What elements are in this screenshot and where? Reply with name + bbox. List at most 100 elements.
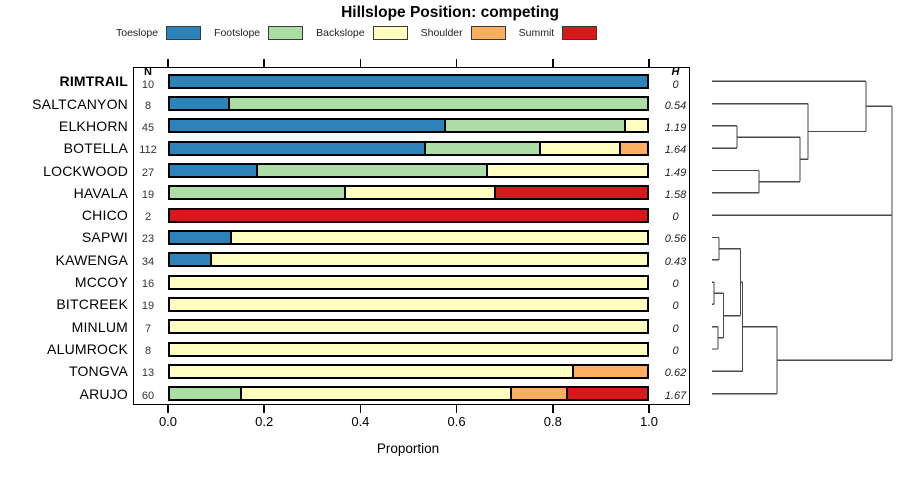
bar-segment-toeslope (170, 231, 232, 243)
bar-segment-summit (496, 187, 647, 199)
bar-segment-footslope (425, 142, 541, 154)
bar-segment-toeslope (170, 75, 647, 87)
bar-segment-shoulder (573, 365, 647, 377)
stacked-bar (168, 207, 649, 223)
bar-segment-toeslope (170, 165, 259, 177)
axis-tick-bottom (455, 405, 458, 413)
series-label: BITCREEK (56, 296, 128, 313)
tick-label: 0.2 (255, 414, 274, 429)
series-label: MCCOY (74, 274, 128, 291)
bar-segment-backslope (170, 276, 647, 288)
bar-segment-shoulder (512, 388, 568, 400)
legend-item: Summit (519, 26, 598, 40)
h-value: 0 (672, 300, 679, 313)
h-value: 1.49 (664, 166, 687, 179)
axis-tick-bottom (552, 405, 554, 413)
n-value: 13 (141, 367, 155, 380)
legend-item: Backslope (316, 26, 408, 40)
n-value: 10 (141, 78, 155, 91)
axis-tick-top (263, 59, 265, 67)
h-value: 0 (672, 345, 679, 358)
axis-tick-top (455, 59, 458, 67)
summit-swatch (562, 26, 598, 40)
axis-tick-bottom (167, 405, 169, 413)
legend-label: Summit (518, 27, 555, 39)
dendrogram (712, 80, 893, 395)
bar-segment-backslope (626, 120, 647, 132)
legend-item: Footslope (214, 26, 304, 40)
tick-label: 0.4 (351, 414, 370, 429)
series-label: ELKHORN (58, 117, 128, 134)
bar-segment-backslope (170, 321, 647, 333)
bar-segment-backslope (241, 388, 512, 400)
bar-segment-shoulder (621, 142, 647, 154)
series-label: HAVALA (73, 184, 128, 201)
legend-label: Backslope (316, 27, 365, 39)
bar-segment-footslope (229, 98, 647, 110)
bar-segment-toeslope (170, 98, 230, 110)
axis-tick-top (552, 59, 554, 67)
n-value: 8 (144, 99, 152, 112)
bar-segment-summit (567, 388, 647, 400)
h-value: 1.67 (664, 389, 687, 402)
h-value: 0 (672, 78, 679, 91)
stacked-bar (168, 274, 649, 290)
series-label: ALUMROCK (47, 341, 128, 358)
h-value: 0.43 (664, 255, 687, 268)
bar-segment-backslope (232, 231, 647, 243)
bar-segment-footslope (170, 388, 242, 400)
h-value: 1.58 (664, 188, 687, 201)
stacked-bar (168, 163, 649, 179)
n-value: 45 (141, 121, 155, 134)
tick-label: 0.0 (158, 414, 178, 429)
bar-segment-footslope (258, 165, 489, 177)
h-value: 0 (672, 278, 679, 291)
n-value: 8 (144, 345, 152, 358)
axis-tick-top (359, 59, 362, 67)
legend: Toeslope Footslope Backslope Shoulder Summit (116, 26, 598, 40)
plot-box (133, 67, 690, 405)
series-label: KAWENGA (55, 251, 128, 268)
n-value: 23 (141, 233, 155, 246)
n-value: 34 (141, 255, 155, 268)
stacked-bar (168, 386, 649, 402)
stacked-bar (168, 140, 649, 156)
x-axis-label: Proportion (376, 441, 440, 456)
axis-tick-bottom (263, 405, 265, 413)
n-value: 112 (139, 144, 157, 157)
legend-label: Shoulder (420, 27, 463, 39)
bar-segment-footslope (445, 120, 626, 132)
series-label: SAPWI (81, 229, 128, 246)
n-value: 2 (144, 211, 152, 224)
h-value: 0.54 (664, 99, 687, 112)
h-value: 0.56 (664, 233, 687, 246)
h-value: 0 (672, 322, 679, 335)
bar-segment-backslope (540, 142, 622, 154)
n-value: 7 (144, 322, 152, 335)
series-label: TONGVA (68, 363, 128, 380)
bar-segment-toeslope (170, 120, 446, 132)
axis-tick-top (648, 59, 650, 67)
legend-item: Toeslope (116, 26, 202, 40)
bar-segment-summit (170, 209, 647, 221)
h-value: 1.19 (664, 121, 687, 134)
stacked-bar (168, 96, 649, 112)
n-value: 27 (141, 166, 155, 179)
h-value: 1.64 (664, 144, 687, 157)
h-value: 0.62 (664, 367, 687, 380)
series-label: CHICO (81, 207, 128, 224)
toeslope-swatch (166, 26, 202, 40)
stacked-bar (168, 229, 649, 245)
legend-label: Footslope (214, 27, 261, 39)
stacked-bar (168, 319, 649, 335)
chart-title: Hillslope Position: competing (341, 4, 559, 21)
bar-segment-backslope (488, 165, 647, 177)
legend-item: Shoulder (421, 26, 506, 40)
legend-label: Toeslope (116, 27, 159, 39)
series-label: ARUJO (79, 385, 128, 402)
stacked-bar (168, 185, 649, 201)
stacked-bar (168, 363, 649, 379)
axis-tick-bottom (648, 405, 650, 413)
bar-segment-backslope (170, 343, 647, 355)
